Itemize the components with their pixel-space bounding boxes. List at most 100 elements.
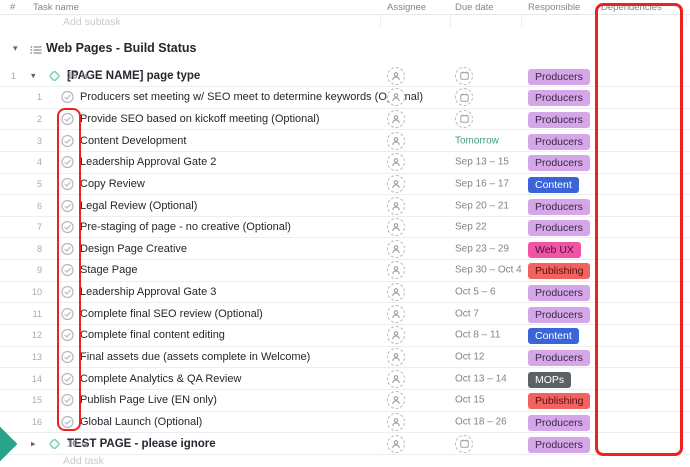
responsible-tag[interactable]: Content (528, 176, 579, 193)
due-date-value[interactable]: Oct 15 (455, 394, 485, 406)
due-date-value[interactable]: Oct 12 (455, 351, 485, 363)
subtask-title[interactable]: Complete final SEO review (Optional) (80, 307, 263, 320)
subtask-title[interactable]: Leadership Approval Gate 3 (80, 286, 217, 299)
subtask-row[interactable]: 7 Pre-staging of page - no creative (Opti… (0, 216, 690, 239)
assignee-placeholder-avatar[interactable] (387, 326, 405, 345)
subtask-title[interactable]: Pre-staging of page - no creative (Optio… (80, 221, 291, 234)
due-date-value[interactable]: Sep 23 – 29 (455, 243, 509, 255)
subtask-title[interactable]: Complete Analytics & QA Review (80, 372, 242, 385)
column-header-task-name[interactable]: Task name (33, 2, 79, 13)
subtask-row[interactable]: 4 Leadership Approval Gate 2 Sep 13 – 15 Pr… (0, 151, 690, 174)
subtask-title[interactable]: Copy Review (80, 177, 145, 190)
responsible-tag[interactable]: Producers (528, 436, 590, 453)
subtask-row[interactable]: 16 Global Launch (Optional) Oct 18 – 26 Pro… (0, 411, 690, 434)
subtask-check-icon[interactable] (61, 264, 74, 277)
responsible-tag[interactable]: Producers (528, 350, 590, 366)
subtask-check-icon[interactable] (61, 394, 74, 407)
subtask-check-icon[interactable] (61, 112, 74, 126)
task-title[interactable]: [PAGE NAME] page type 16 (67, 69, 201, 82)
subtask-row[interactable]: 5 Copy Review Sep 16 – 17 Content (0, 173, 690, 196)
subtask-row[interactable]: 6 Legal Review (Optional) Sep 20 – 21 Produ… (0, 195, 690, 217)
subtask-check-icon[interactable] (61, 242, 74, 255)
subtask-row[interactable]: 10 Leadership Approval Gate 3 Oct 5 – 6 Pro… (0, 281, 690, 304)
assignee-placeholder-avatar[interactable] (387, 304, 405, 323)
responsible-tag[interactable]: Producers (528, 90, 590, 107)
assignee-placeholder-avatar[interactable] (387, 66, 405, 85)
assignee-placeholder-avatar[interactable] (387, 391, 405, 410)
responsible-tag[interactable]: Producers (528, 111, 590, 128)
responsible-tag[interactable]: Producers (528, 68, 590, 85)
subtask-title[interactable]: Producers set meeting w/ SEO meet to det… (80, 91, 423, 104)
group-header[interactable]: ▾ Web Pages - Build Status (0, 40, 690, 60)
group-title[interactable]: Web Pages - Build Status (46, 41, 197, 55)
due-date-value[interactable]: Sep 20 – 21 (455, 200, 509, 212)
due-date-value[interactable]: Sep 16 – 17 (455, 178, 509, 190)
assignee-placeholder-avatar[interactable] (387, 131, 405, 150)
due-date-value[interactable]: Oct 5 – 6 (455, 286, 496, 298)
responsible-tag[interactable]: Web UX (528, 241, 581, 258)
assignee-placeholder-avatar[interactable] (387, 239, 405, 258)
responsible-tag[interactable]: Publishing (528, 393, 591, 410)
due-date-placeholder[interactable] (455, 66, 473, 85)
responsible-tag[interactable]: Producers (528, 133, 590, 150)
responsible-tag[interactable]: Producers (528, 155, 590, 172)
due-date-value[interactable]: Oct 7 (455, 308, 479, 320)
assignee-placeholder-avatar[interactable] (387, 109, 405, 128)
column-header-responsible[interactable]: Responsible (528, 2, 581, 13)
subtask-row[interactable]: 1 Producers set meeting w/ SEO meet to de… (0, 87, 690, 109)
due-date-value[interactable]: Oct 13 – 14 (455, 373, 507, 385)
assignee-placeholder-avatar[interactable] (387, 348, 405, 366)
subtask-check-icon[interactable] (61, 372, 74, 385)
subtask-check-icon[interactable] (61, 307, 74, 320)
due-date-placeholder[interactable] (455, 88, 473, 107)
subtask-check-icon[interactable] (61, 199, 74, 212)
subtask-title[interactable]: Final assets due (assets complete in Wel… (80, 351, 311, 363)
task-title[interactable]: TEST PAGE - please ignore 16 (67, 437, 216, 450)
subtask-check-icon[interactable] (61, 285, 74, 299)
subtask-title[interactable]: Legal Review (Optional) (80, 199, 198, 212)
subtask-check-icon[interactable] (61, 134, 74, 147)
responsible-tag[interactable]: Producers (528, 414, 590, 431)
due-date-placeholder[interactable] (455, 434, 473, 453)
due-date-value[interactable]: Tomorrow (455, 135, 499, 147)
expand-chevron-icon[interactable]: ▸ (31, 438, 36, 449)
subtask-check-icon[interactable] (61, 415, 74, 429)
subtask-check-icon[interactable] (61, 221, 74, 234)
due-date-placeholder[interactable] (455, 109, 473, 128)
assignee-placeholder-avatar[interactable] (387, 283, 405, 302)
task-row[interactable]: 1 ▾ [PAGE NAME] page type 16 Producers (0, 65, 690, 87)
subtask-row[interactable]: 14 Complete Analytics & QA Review Oct 13 –… (0, 368, 690, 390)
responsible-tag[interactable]: Producers (528, 198, 590, 215)
subtask-row[interactable]: 8 Design Page Creative Sep 23 – 29 Web UX (0, 238, 690, 261)
due-date-value[interactable]: Sep 22 (455, 221, 487, 233)
responsible-tag[interactable]: Content (528, 328, 579, 345)
assignee-placeholder-avatar[interactable] (387, 174, 405, 193)
subtask-row[interactable]: 11 Complete final SEO review (Optional) Oc… (0, 303, 690, 326)
subtask-title[interactable]: Content Development (80, 134, 187, 147)
subtask-title[interactable]: Design Page Creative (80, 242, 188, 255)
subtask-row[interactable]: 3 Content Development Tomorrow Producers (0, 130, 690, 152)
subtask-title[interactable]: Global Launch (Optional) (80, 415, 203, 428)
subtask-title[interactable]: Publish Page Live (EN only) (80, 394, 217, 407)
subtask-row[interactable]: 9 Stage Page Sep 30 – Oct 4 Publishing (0, 260, 690, 282)
due-date-value[interactable]: Oct 8 – 11 (455, 329, 501, 341)
column-header-assignee[interactable]: Assignee (387, 2, 427, 13)
subtask-check-icon[interactable] (61, 350, 74, 364)
subtask-row[interactable]: 15 Publish Page Live (EN only) Oct 15 Publi… (0, 389, 690, 412)
subtask-row[interactable]: 13 Final assets due (assets complete in W… (0, 346, 690, 369)
subtask-check-icon[interactable] (61, 91, 74, 104)
column-header-dependencies[interactable]: Dependencies (601, 2, 662, 13)
task-status-diamond-icon[interactable] (48, 69, 61, 82)
subtask-title[interactable]: Stage Page (80, 264, 138, 277)
responsible-tag[interactable]: Producers (528, 285, 590, 302)
assignee-placeholder-avatar[interactable] (387, 196, 405, 215)
responsible-tag[interactable]: Producers (528, 220, 590, 237)
assignee-placeholder-avatar[interactable] (387, 434, 405, 453)
add-subtask-partial[interactable]: Add subtask (63, 16, 121, 28)
subtask-title[interactable]: Leadership Approval Gate 2 (80, 156, 217, 169)
assignee-placeholder-avatar[interactable] (387, 153, 405, 172)
subtask-check-icon[interactable] (61, 156, 74, 169)
task-status-diamond-icon[interactable] (48, 437, 61, 450)
assignee-placeholder-avatar[interactable] (387, 412, 405, 431)
